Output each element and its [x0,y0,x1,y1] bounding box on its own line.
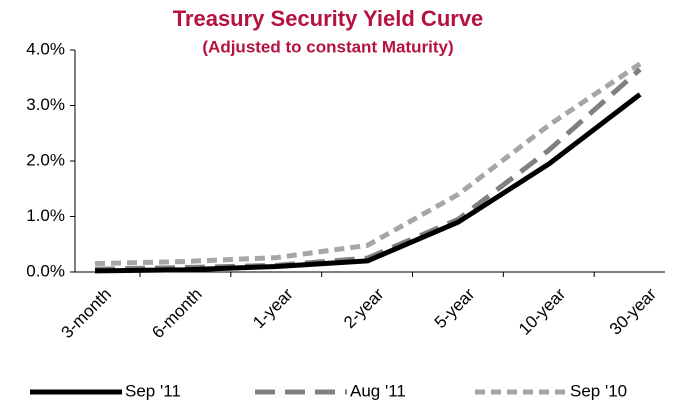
chart-subtitle: (Adjusted to constant Maturity) [202,37,453,56]
y-tick-label: 1.0% [26,206,65,225]
y-tick-label: 0.0% [26,261,65,280]
y-tick-label: 4.0% [26,39,65,58]
x-tick-label: 10-year [515,284,569,338]
x-tick-label: 6-month [148,285,206,343]
x-tick-label: 1-year [249,284,297,332]
legend-label: Sep '11 [125,381,181,400]
chart-title: Treasury Security Yield Curve [173,6,484,31]
y-tick-label: 2.0% [26,150,65,169]
series-line [94,92,642,274]
legend-label: Aug '11 [350,381,406,400]
x-tick-label: 2-year [340,284,388,332]
series-line [94,67,642,272]
x-tick-label: 3-month [57,285,115,343]
series-line [94,61,642,267]
y-tick-label: 3.0% [26,95,65,114]
x-tick-label: 5-year [431,284,479,332]
legend-label: Sep '10 [570,381,627,400]
x-tick-label: 30-year [606,284,660,338]
